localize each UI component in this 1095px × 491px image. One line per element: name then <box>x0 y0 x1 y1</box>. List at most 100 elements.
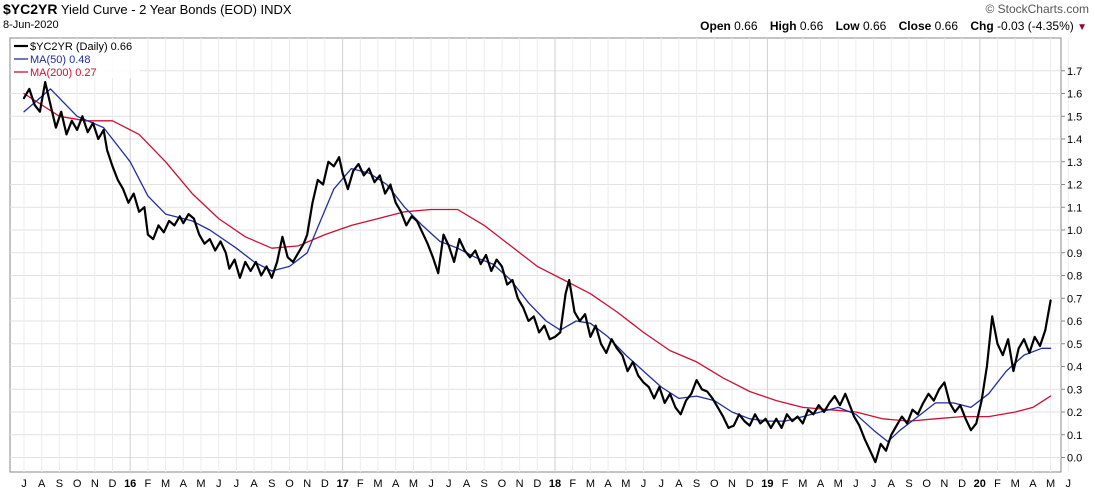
high-value: 0.66 <box>799 19 824 33</box>
y-tick-label: 0.0 <box>1067 453 1082 465</box>
x-tick-label: N <box>303 478 311 490</box>
close-value: 0.66 <box>934 19 959 33</box>
x-tick-label: A <box>1029 478 1037 490</box>
y-tick-label: 0.3 <box>1067 384 1082 396</box>
chart-title-row: $YC2YR Yield Curve - 2 Year Bonds (EOD) … <box>3 1 292 17</box>
x-tick-label: A <box>463 478 471 490</box>
low-value: 0.66 <box>862 19 887 33</box>
x-tick-label: J <box>428 478 434 490</box>
x-tick-label: J <box>21 478 27 490</box>
high-label: High <box>769 19 797 33</box>
series-line-1 <box>23 88 1052 443</box>
x-tick-label: M <box>196 478 205 490</box>
x-tick-label: D <box>958 478 966 490</box>
open-label: Open <box>700 19 731 33</box>
x-tick-label: S <box>905 478 912 490</box>
x-tick-label: 18 <box>549 478 561 490</box>
brand-watermark[interactable]: © StockCharts.com <box>985 2 1089 16</box>
y-tick-label: 1.1 <box>1067 202 1082 214</box>
series-line-0 <box>22 81 1052 464</box>
x-tick-label: D <box>321 478 329 490</box>
x-tick-label: N <box>728 478 736 490</box>
series-lines <box>22 81 1052 464</box>
y-tick-label: 0.9 <box>1067 248 1082 260</box>
x-tick-label: D <box>109 478 117 490</box>
x-tick-label: M <box>1046 478 1055 490</box>
close-label: Close <box>898 19 932 33</box>
y-tick-label: 1.2 <box>1067 180 1082 192</box>
x-tick-label: J <box>853 478 859 490</box>
x-tick-label: A <box>38 478 46 490</box>
down-triangle-icon: ▼ <box>1077 22 1087 33</box>
low-label: Low <box>835 19 860 33</box>
x-tick-label: M <box>798 478 807 490</box>
x-tick-label: J <box>216 478 222 490</box>
x-tick-label: A <box>604 478 612 490</box>
x-tick-label: J <box>658 478 664 490</box>
x-tick-label: F <box>994 478 1001 490</box>
x-tick-label: M <box>834 478 843 490</box>
x-tick-label: A <box>817 478 825 490</box>
x-tick-label: N <box>940 478 948 490</box>
x-tick-label: 19 <box>761 478 773 490</box>
chg-value: -0.03 (-4.35%) <box>997 19 1074 33</box>
x-tick-label: M <box>373 478 382 490</box>
x-tick-label: M <box>621 478 630 490</box>
x-tick-label: N <box>91 478 99 490</box>
y-tick-label: 0.5 <box>1067 339 1082 351</box>
x-tick-label: J <box>641 478 647 490</box>
y-tick-label: 1.7 <box>1067 66 1082 78</box>
x-tick-label: D <box>533 478 541 490</box>
y-tick-label: 1.0 <box>1067 225 1082 237</box>
x-tick-label: A <box>250 478 258 490</box>
y-axis: 0.0 0.1 0.2 0.3 0.4 0.5 0.6 0.7 0.8 0.9 1.0 1.1 1.2 1… <box>1061 66 1082 465</box>
x-tick-label: D <box>746 478 754 490</box>
x-tick-label: O <box>710 478 719 490</box>
y-tick-label: 0.4 <box>1067 362 1082 374</box>
x-tick-label: O <box>73 478 82 490</box>
chart-date: 8-Jun-2020 <box>3 19 59 31</box>
x-tick-label: S <box>56 478 63 490</box>
x-tick-label: A <box>675 478 683 490</box>
legend-entry: $YC2YR (Daily) 0.66 <box>30 41 132 53</box>
series-line-2 <box>23 92 1052 422</box>
ticker-symbol: $YC2YR <box>3 1 58 17</box>
ohlc-readout: Open 0.66 High 0.66 Low 0.66 Close 0.66 … <box>700 19 1087 33</box>
x-tick-label: J <box>446 478 452 490</box>
x-tick-label: 16 <box>124 478 136 490</box>
y-tick-label: 0.2 <box>1067 407 1082 419</box>
x-tick-label: O <box>285 478 294 490</box>
x-tick-label: M <box>409 478 418 490</box>
x-tick-label: M <box>586 478 595 490</box>
x-tick-label: 17 <box>336 478 348 490</box>
x-tick-label: J <box>234 478 240 490</box>
y-tick-label: 0.6 <box>1067 316 1082 328</box>
plot-area[interactable] <box>9 37 1062 473</box>
legend-entry: MA(200) 0.27 <box>30 67 97 79</box>
x-tick-label: O <box>922 478 931 490</box>
y-tick-label: 1.4 <box>1067 134 1082 146</box>
y-tick-label: 0.7 <box>1067 293 1082 305</box>
x-tick-label: S <box>693 478 700 490</box>
y-tick-label: 1.6 <box>1067 89 1082 101</box>
y-tick-label: 1.5 <box>1067 111 1082 123</box>
y-tick-label: 0.8 <box>1067 271 1082 283</box>
exchange-label: INDX <box>260 2 292 17</box>
x-tick-label: N <box>516 478 524 490</box>
x-tick-label: M <box>1011 478 1020 490</box>
x-tick-label: O <box>498 478 507 490</box>
legend-entry: MA(50) 0.48 <box>30 54 91 66</box>
x-tick-label: F <box>145 478 152 490</box>
x-tick-label: F <box>569 478 576 490</box>
x-tick-label: A <box>888 478 896 490</box>
x-tick-label: J <box>871 478 877 490</box>
x-tick-label: F <box>357 478 364 490</box>
x-tick-label: F <box>782 478 789 490</box>
x-tick-label: S <box>268 478 275 490</box>
x-tick-label: S <box>481 478 488 490</box>
y-tick-label: 0.1 <box>1067 430 1082 442</box>
open-value: 0.66 <box>734 19 758 33</box>
chg-label: Chg <box>970 19 994 33</box>
